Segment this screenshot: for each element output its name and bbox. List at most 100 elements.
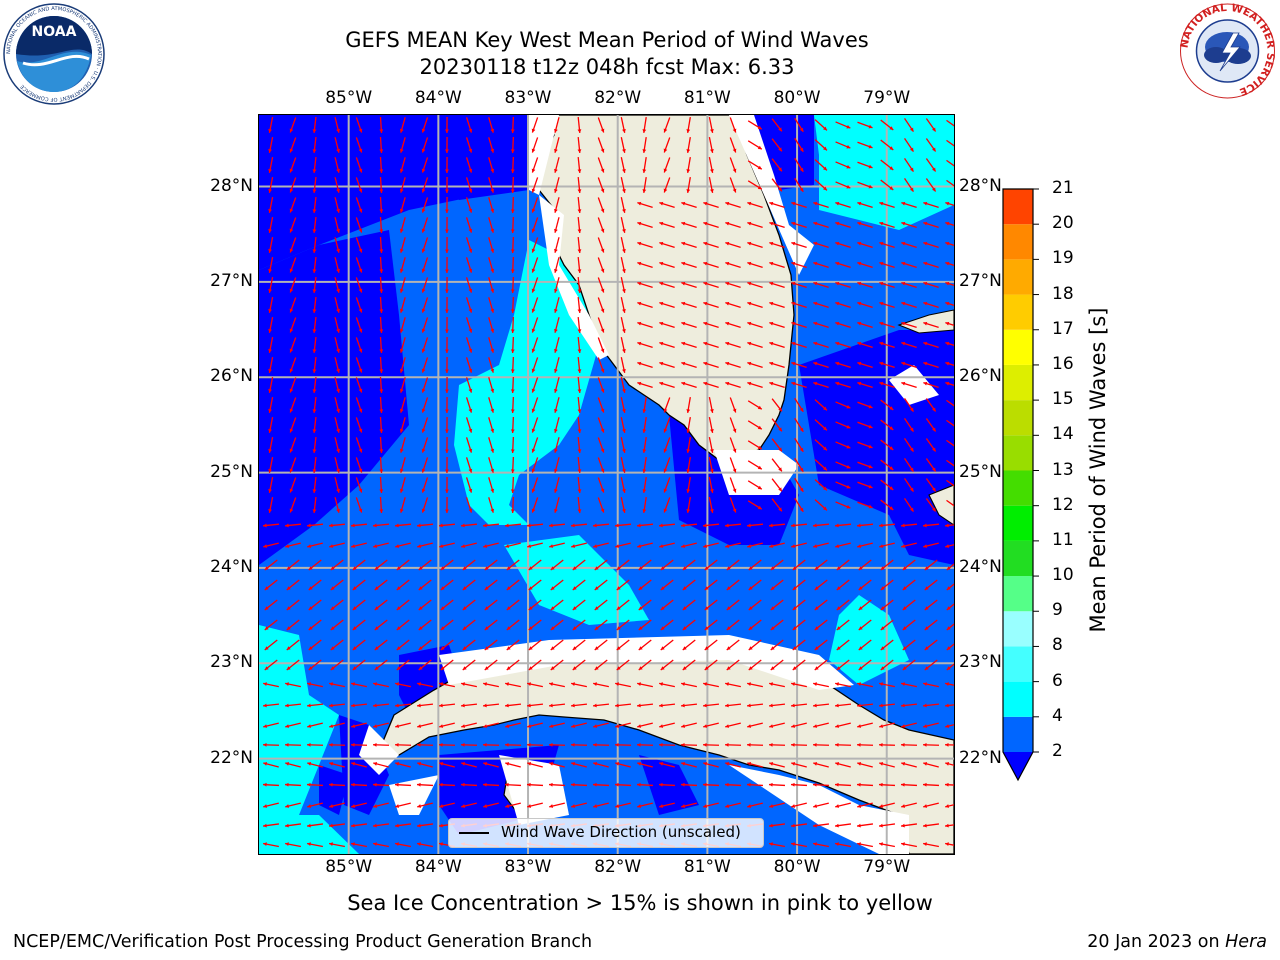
lon-tick-top: 79°W (863, 88, 911, 108)
lon-tick-bottom: 80°W (773, 857, 821, 877)
wave-direction-arrow (531, 397, 539, 413)
wave-direction-arrow (794, 157, 804, 173)
wave-direction-arrow (531, 417, 539, 433)
wave-direction-arrow (268, 117, 274, 133)
wave-direction-arrow (484, 619, 498, 631)
wave-direction-arrow (620, 497, 626, 513)
wave-direction-arrow (680, 742, 698, 747)
wave-direction-arrow (350, 742, 368, 747)
wave-direction-arrow (394, 703, 412, 708)
wave-direction-arrow (637, 762, 653, 768)
wave-direction-arrow (372, 742, 390, 747)
wave-direction-arrow (791, 241, 807, 248)
wave-direction-arrow (880, 479, 894, 491)
wave-direction-arrow (659, 361, 675, 368)
wave-direction-arrow (857, 401, 873, 409)
footer-date-text: 20 Jan 2023 on (1087, 932, 1226, 952)
wave-direction-arrow (638, 659, 652, 671)
wave-direction-arrow (946, 419, 954, 427)
wave-direction-arrow (289, 157, 297, 173)
wave-direction-arrow (594, 599, 608, 611)
wave-direction-arrow (350, 823, 368, 828)
wave-direction-arrow (615, 542, 631, 548)
wave-direction-arrow (946, 439, 954, 447)
wave-direction-arrow (355, 397, 363, 413)
wave-direction-arrow (946, 179, 954, 187)
wave-direction-arrow (725, 682, 741, 688)
wave-direction-arrow (857, 221, 873, 228)
wave-direction-arrow (925, 178, 937, 192)
wave-direction-arrow (351, 802, 367, 808)
wave-direction-arrow (835, 421, 851, 429)
wave-direction-arrow (268, 177, 274, 193)
wave-direction-arrow (505, 722, 521, 728)
wave-direction-arrow (399, 317, 406, 333)
wave-direction-arrow (577, 356, 582, 374)
wave-direction-arrow (593, 762, 609, 768)
wave-direction-arrow (791, 321, 807, 328)
wave-direction-arrow (620, 257, 626, 273)
wave-direction-arrow (465, 177, 473, 193)
wave-direction-arrow (355, 217, 363, 233)
wave-direction-arrow (438, 742, 456, 747)
wave-direction-arrow (663, 497, 671, 513)
wave-direction-arrow (482, 703, 500, 708)
wave-direction-arrow (879, 241, 895, 248)
wave-direction-arrow (548, 742, 566, 747)
wave-direction-arrow (945, 341, 954, 346)
wave-direction-arrow (394, 523, 412, 528)
wave-direction-arrow (768, 823, 786, 828)
wave-direction-arrow (438, 703, 456, 708)
wave-direction-arrow (510, 336, 515, 354)
wave-direction-arrow (880, 639, 894, 651)
wave-direction-arrow (794, 397, 804, 413)
wave-direction-arrow (395, 722, 411, 728)
wave-direction-arrow (659, 301, 675, 308)
wave-direction-arrow (445, 136, 449, 154)
colorbar-tick-label: 14 (1052, 424, 1074, 445)
wave-direction-arrow (901, 221, 917, 228)
wave-direction-arrow (312, 156, 317, 174)
wave-direction-arrow (396, 619, 410, 631)
wave-direction-arrow (879, 722, 895, 728)
wave-direction-arrow (748, 639, 762, 651)
wave-direction-arrow (794, 477, 804, 493)
wave-direction-arrow (856, 782, 874, 787)
wave-direction-arrow (394, 782, 412, 787)
wave-direction-arrow (769, 762, 785, 768)
wave-direction-arrow (312, 296, 317, 314)
wave-direction-arrow (879, 682, 895, 688)
wave-direction-arrow (488, 297, 495, 313)
wave-direction-arrow (268, 497, 274, 513)
wave-direction-arrow (925, 498, 937, 512)
wave-direction-arrow (857, 361, 873, 368)
wave-direction-arrow (416, 523, 434, 528)
wave-direction-arrow (396, 599, 410, 611)
wave-direction-arrow (703, 381, 719, 388)
wave-direction-arrow (334, 457, 340, 473)
wave-direction-arrow (445, 256, 449, 274)
colorbar-tick-label: 8 (1052, 635, 1063, 656)
wave-direction-arrow (285, 842, 301, 848)
wave-direction-arrow (770, 559, 784, 571)
wave-direction-arrow (399, 117, 406, 133)
wave-direction-arrow (768, 742, 786, 747)
wave-direction-arrow (945, 361, 954, 366)
wave-direction-arrow (747, 500, 763, 510)
wave-direction-arrow (659, 762, 675, 768)
wave-direction-arrow (857, 421, 873, 429)
wave-direction-arrow (418, 579, 432, 591)
wave-direction-arrow (814, 459, 828, 471)
wave-direction-arrow (308, 619, 322, 631)
wave-direction-arrow (263, 762, 279, 768)
wave-direction-arrow (462, 639, 476, 651)
colorbar-band (1003, 189, 1033, 225)
wave-direction-arrow (417, 802, 433, 808)
wave-direction-arrow (374, 639, 388, 651)
wave-direction-arrow (747, 460, 763, 470)
wave-direction-arrow (465, 337, 473, 353)
lon-tick-top: 81°W (683, 88, 731, 108)
wave-direction-arrow (330, 599, 344, 611)
wave-direction-arrow (460, 703, 478, 708)
wave-direction-arrow (835, 121, 851, 129)
